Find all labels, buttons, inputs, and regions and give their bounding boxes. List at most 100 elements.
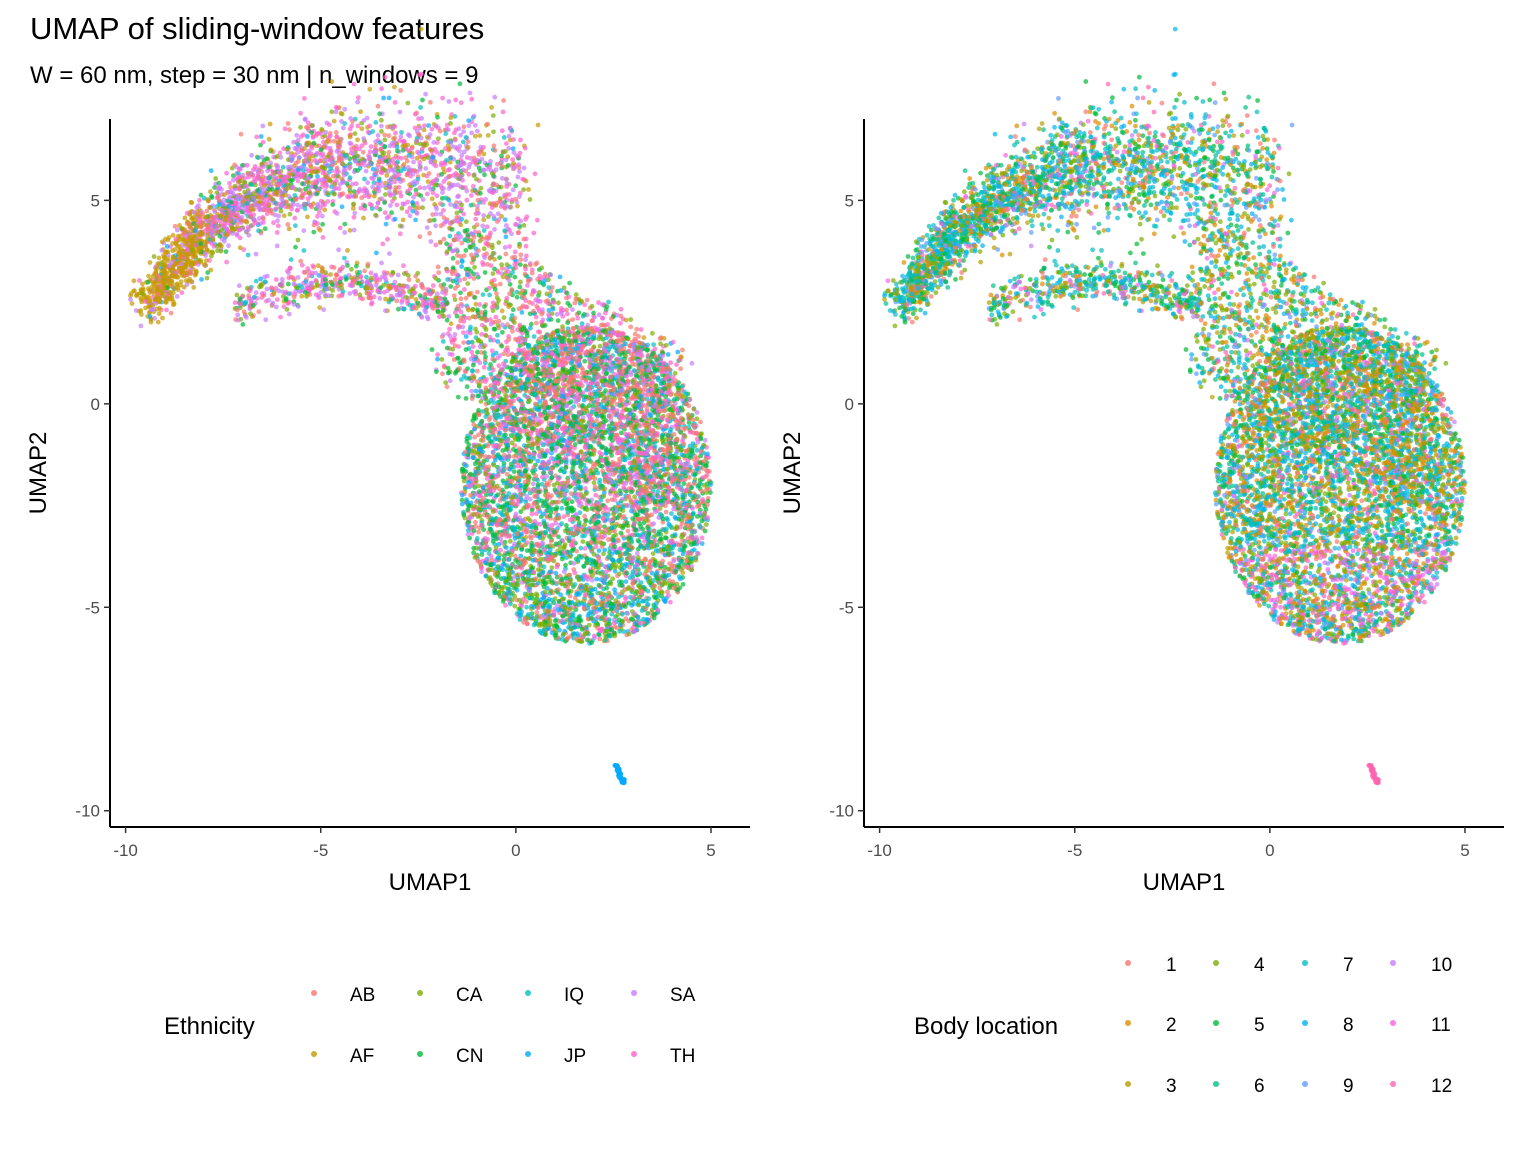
point-AF (170, 255, 176, 260)
point-AF (148, 319, 154, 325)
point-AB (501, 98, 506, 103)
point-TH (369, 300, 375, 306)
point-TH (392, 179, 398, 185)
point-SA (398, 179, 403, 185)
point-TH (197, 219, 203, 225)
point-CA (287, 211, 293, 217)
point-CN (288, 178, 294, 184)
point-TH (316, 210, 322, 215)
point-CA (597, 343, 603, 349)
point-AF (191, 285, 197, 290)
point-AB (428, 99, 433, 105)
point-TH (310, 263, 316, 269)
point-SA (295, 202, 301, 208)
point-JP (594, 576, 600, 582)
point-TH (379, 170, 385, 176)
point-AB (474, 222, 480, 228)
point-SA (440, 190, 445, 196)
point-AF (203, 262, 209, 268)
point-AB (228, 185, 234, 190)
point-AF (155, 261, 161, 267)
point-CA (399, 205, 405, 211)
point-TH (379, 86, 384, 92)
point-JP (339, 204, 345, 210)
point-SA (499, 175, 505, 181)
point-TH (321, 139, 326, 145)
point-TH (356, 95, 361, 101)
point-IQ (357, 269, 363, 275)
point-CA (229, 165, 235, 171)
point-TH (292, 215, 298, 221)
point-AF (347, 228, 353, 233)
point-AB (406, 277, 412, 283)
point-IQ (398, 168, 404, 174)
point-AB (494, 219, 500, 225)
point-AF (160, 275, 165, 281)
point-CA (179, 226, 184, 232)
point-SA (472, 122, 478, 128)
point-CA (527, 197, 533, 202)
point-SA (372, 273, 378, 279)
point-TH (368, 270, 374, 276)
point-SA (351, 227, 357, 233)
point-TH (469, 96, 475, 102)
point-CA (425, 155, 431, 160)
point-AF (140, 287, 146, 293)
point-TH (281, 304, 287, 309)
point-TH (394, 202, 400, 208)
point-CA (352, 131, 358, 137)
point-TH (305, 196, 311, 202)
point-AB (198, 224, 204, 230)
point-TH (382, 155, 388, 161)
point-SA (363, 168, 369, 174)
point-TH (326, 122, 332, 127)
point-TH (461, 211, 467, 217)
point-SA (511, 150, 517, 156)
point-IQ (416, 311, 422, 317)
point-SA (506, 146, 512, 151)
point-SA (260, 123, 266, 129)
point-CA (521, 223, 527, 228)
point-JP (406, 153, 412, 158)
point-CN (455, 159, 461, 165)
point-CA (340, 161, 346, 167)
point-AF (170, 272, 176, 278)
point-SA (258, 206, 263, 212)
point-IQ (669, 511, 674, 516)
point-TH (433, 242, 439, 248)
point-AF (392, 84, 397, 90)
point-AF (188, 251, 194, 257)
point-AB (184, 221, 190, 227)
point-AF (165, 249, 171, 255)
point-TH (336, 186, 342, 192)
point-SA (474, 128, 480, 134)
point-AF (360, 156, 365, 162)
point-TH (274, 297, 280, 302)
point-SA (291, 301, 297, 307)
point-CA (257, 284, 262, 290)
point-SA (348, 116, 353, 121)
point-IQ (369, 206, 375, 212)
point-AF (160, 315, 165, 321)
point-SA (375, 133, 381, 138)
point-IQ (364, 274, 369, 280)
point-CA (387, 297, 393, 302)
point-TH (316, 130, 322, 136)
point-SA (515, 174, 521, 180)
point-CN (198, 241, 204, 247)
point-AF (137, 309, 142, 314)
point-CN (582, 358, 588, 364)
plot-subtitle: W = 60 nm, step = 30 nm | n_windows = 9 (30, 62, 478, 89)
point-SA (240, 172, 246, 178)
point-AF (305, 214, 310, 220)
point-CA (415, 270, 421, 276)
point-TH (355, 189, 361, 195)
point-TH (302, 96, 307, 101)
point-TH (351, 81, 357, 87)
point-AB (473, 519, 478, 525)
point-IQ (501, 135, 507, 140)
point-AF (414, 155, 420, 161)
point-AF (271, 291, 277, 297)
point-TH (308, 202, 313, 208)
point-SA (323, 130, 329, 135)
